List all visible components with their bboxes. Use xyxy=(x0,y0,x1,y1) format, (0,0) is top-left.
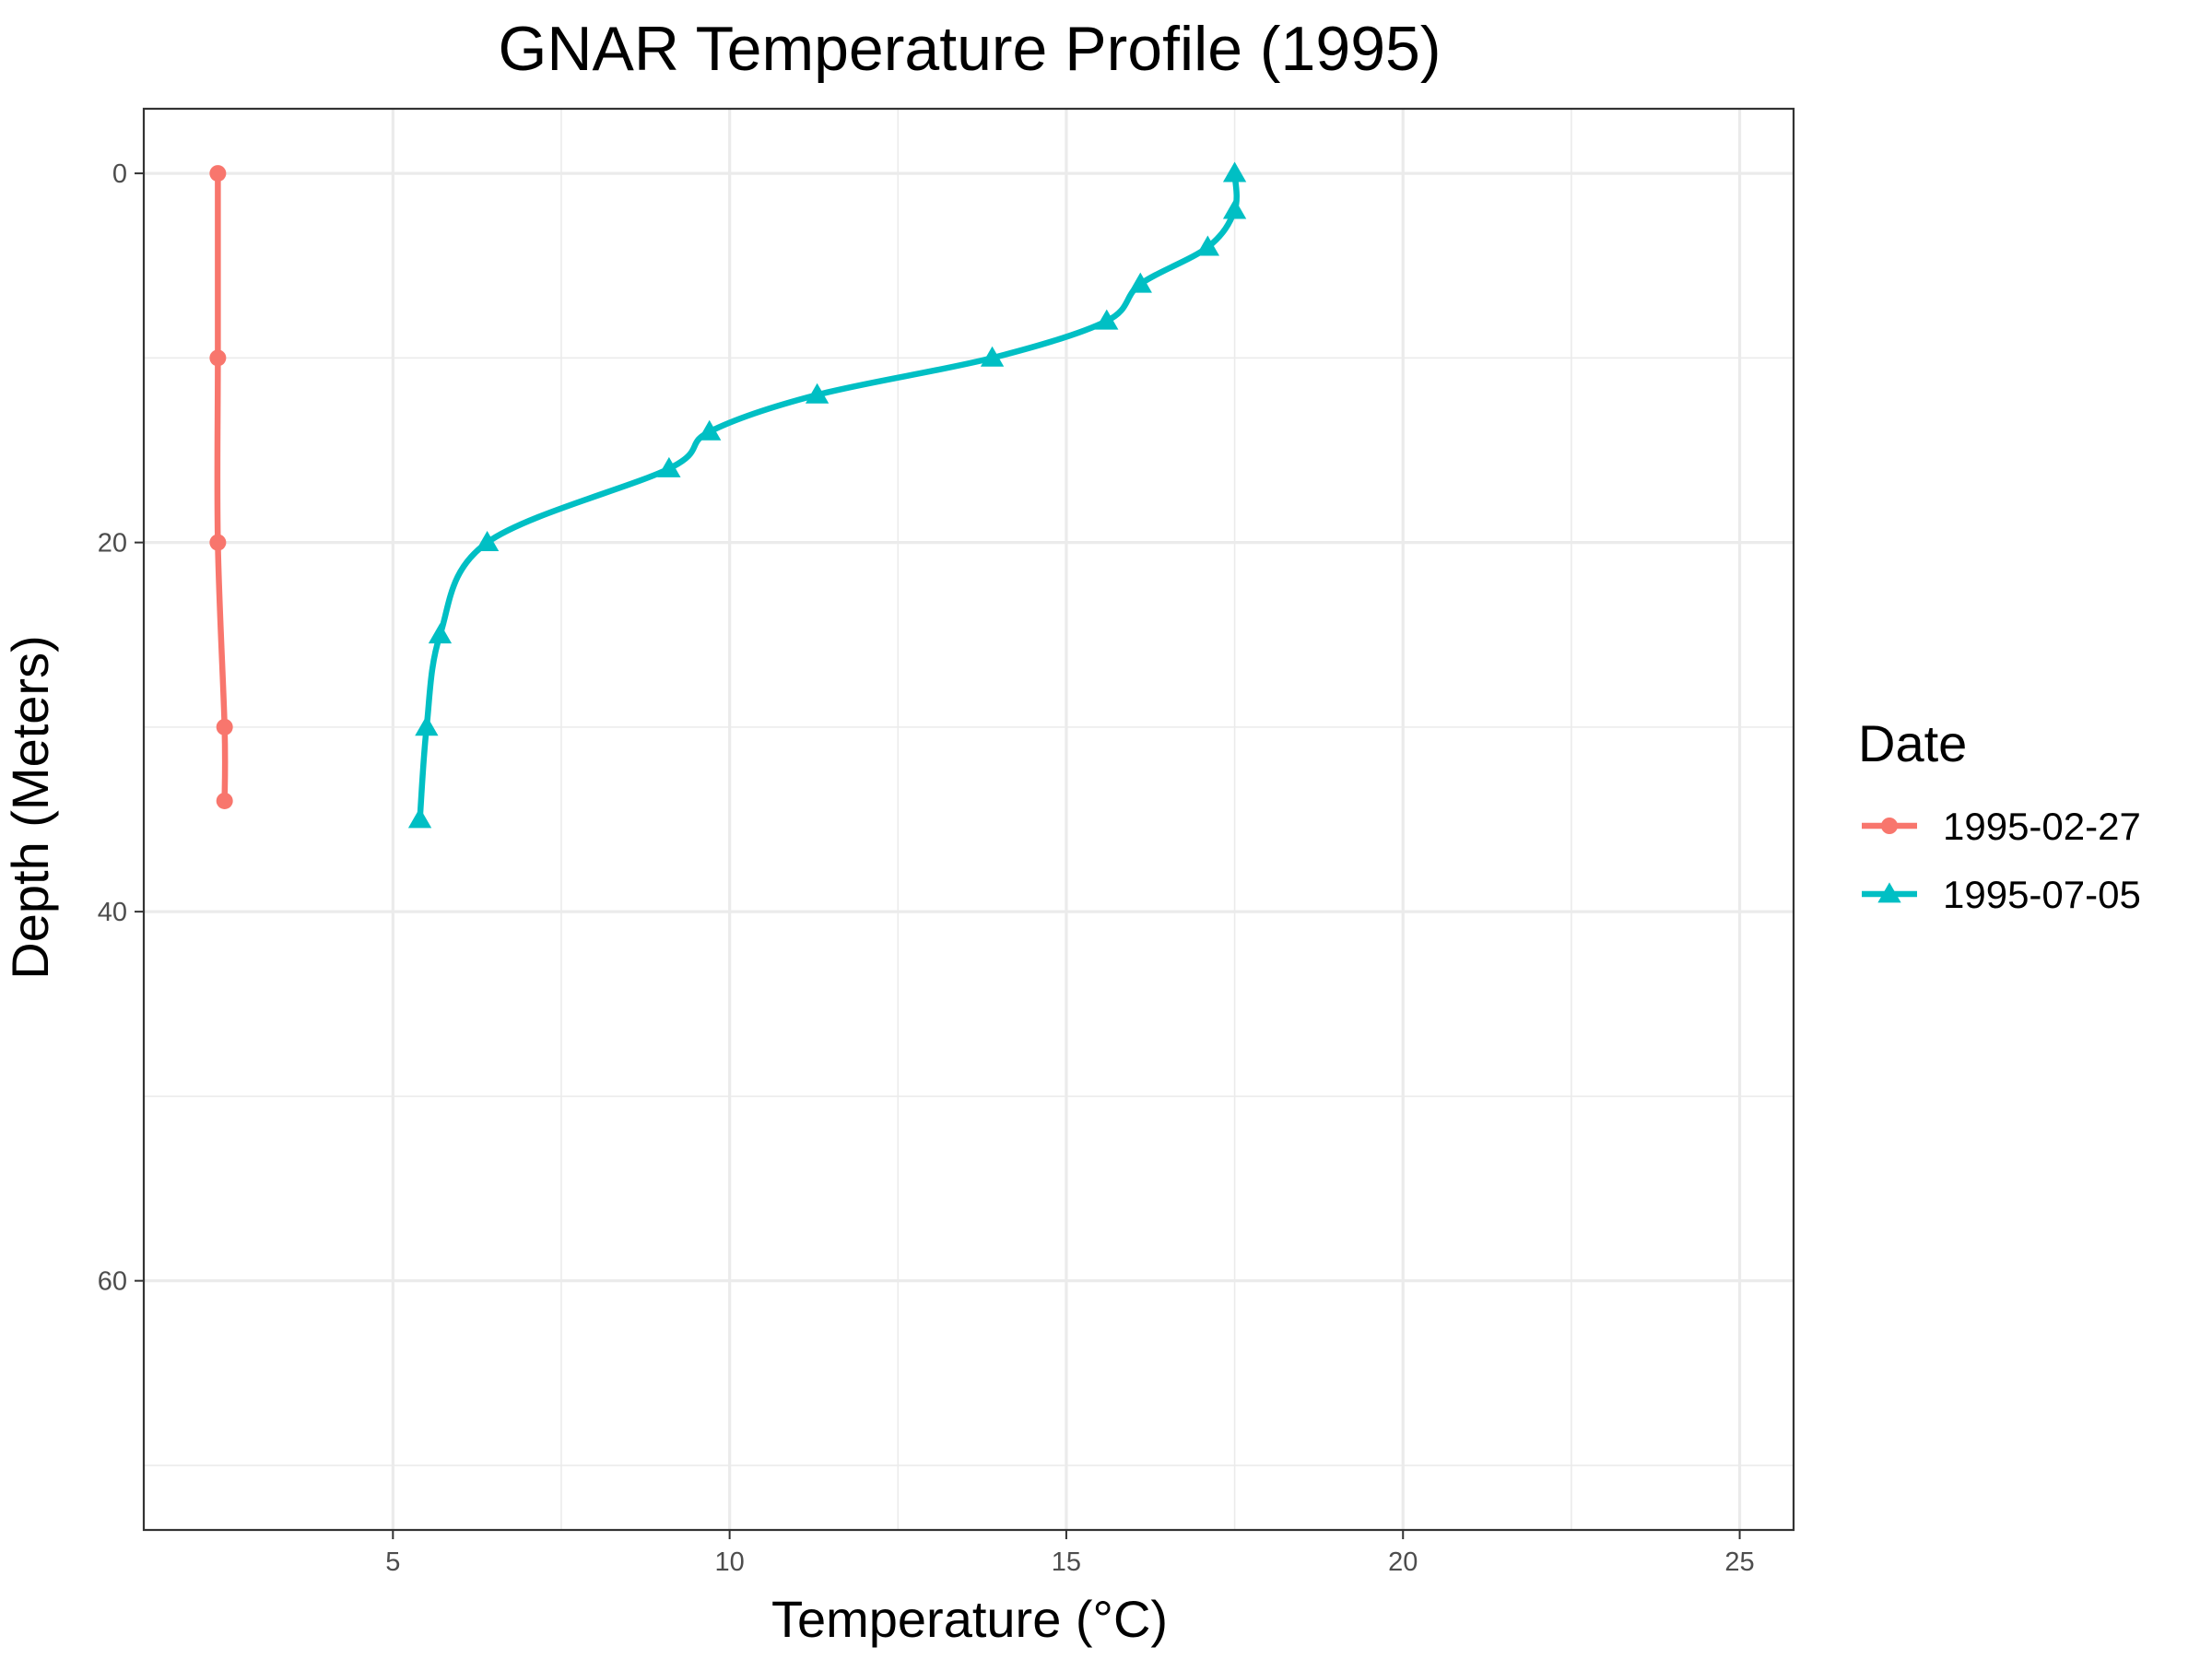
legend-key-marker xyxy=(1877,882,1901,903)
x-tick-label: 10 xyxy=(714,1547,744,1577)
data-point-1995-07-05 xyxy=(1195,235,1220,256)
data-point-1995-07-05 xyxy=(1222,161,1247,182)
y-axis-label: Depth (Meters) xyxy=(1,635,59,979)
data-point-1995-07-05 xyxy=(407,807,432,829)
data-point-1995-07-05 xyxy=(475,530,500,551)
legend-title: Date xyxy=(1858,714,1967,772)
data-point-1995-07-05 xyxy=(415,715,439,736)
x-tick-label: 15 xyxy=(1052,1547,1081,1577)
data-point-1995-02-27 xyxy=(209,165,227,182)
data-point-1995-07-05 xyxy=(1222,198,1247,219)
x-tick-label: 5 xyxy=(385,1547,400,1577)
data-point-1995-07-05 xyxy=(698,419,722,441)
chart-title: GNAR Temperature Profile (1995) xyxy=(499,14,1441,84)
data-point-1995-07-05 xyxy=(428,623,453,644)
plot-border xyxy=(142,107,1795,1532)
y-tick-label: 20 xyxy=(98,529,127,559)
data-point-1995-07-05 xyxy=(1128,272,1152,293)
y-tick-label: 60 xyxy=(98,1267,127,1297)
legend-key-marker xyxy=(1881,818,1898,834)
y-tick-label: 40 xyxy=(98,898,127,927)
legend-entry-label: 1995-07-05 xyxy=(1943,873,2141,916)
legend: Date 1995-02-27 1995-07-05 xyxy=(1858,714,2141,916)
x-tick-label: 25 xyxy=(1724,1547,1754,1577)
x-axis-label: Temperature (°C) xyxy=(771,1590,1168,1648)
plot-panel: 5 10 15 20 25 0 20 40 60 xyxy=(98,107,1795,1577)
data-point-1995-07-05 xyxy=(1095,309,1119,330)
data-point-1995-02-27 xyxy=(216,792,233,809)
data-point-1995-07-05 xyxy=(657,456,681,477)
legend-entry-label: 1995-02-27 xyxy=(1943,805,2141,848)
data-point-1995-07-05 xyxy=(980,346,1005,367)
data-point-1995-07-05 xyxy=(805,382,830,404)
x-tick-label: 20 xyxy=(1388,1547,1418,1577)
data-point-1995-02-27 xyxy=(209,349,227,367)
data-point-1995-02-27 xyxy=(216,718,233,735)
y-tick-label: 0 xyxy=(112,159,127,189)
data-point-1995-02-27 xyxy=(209,534,227,551)
